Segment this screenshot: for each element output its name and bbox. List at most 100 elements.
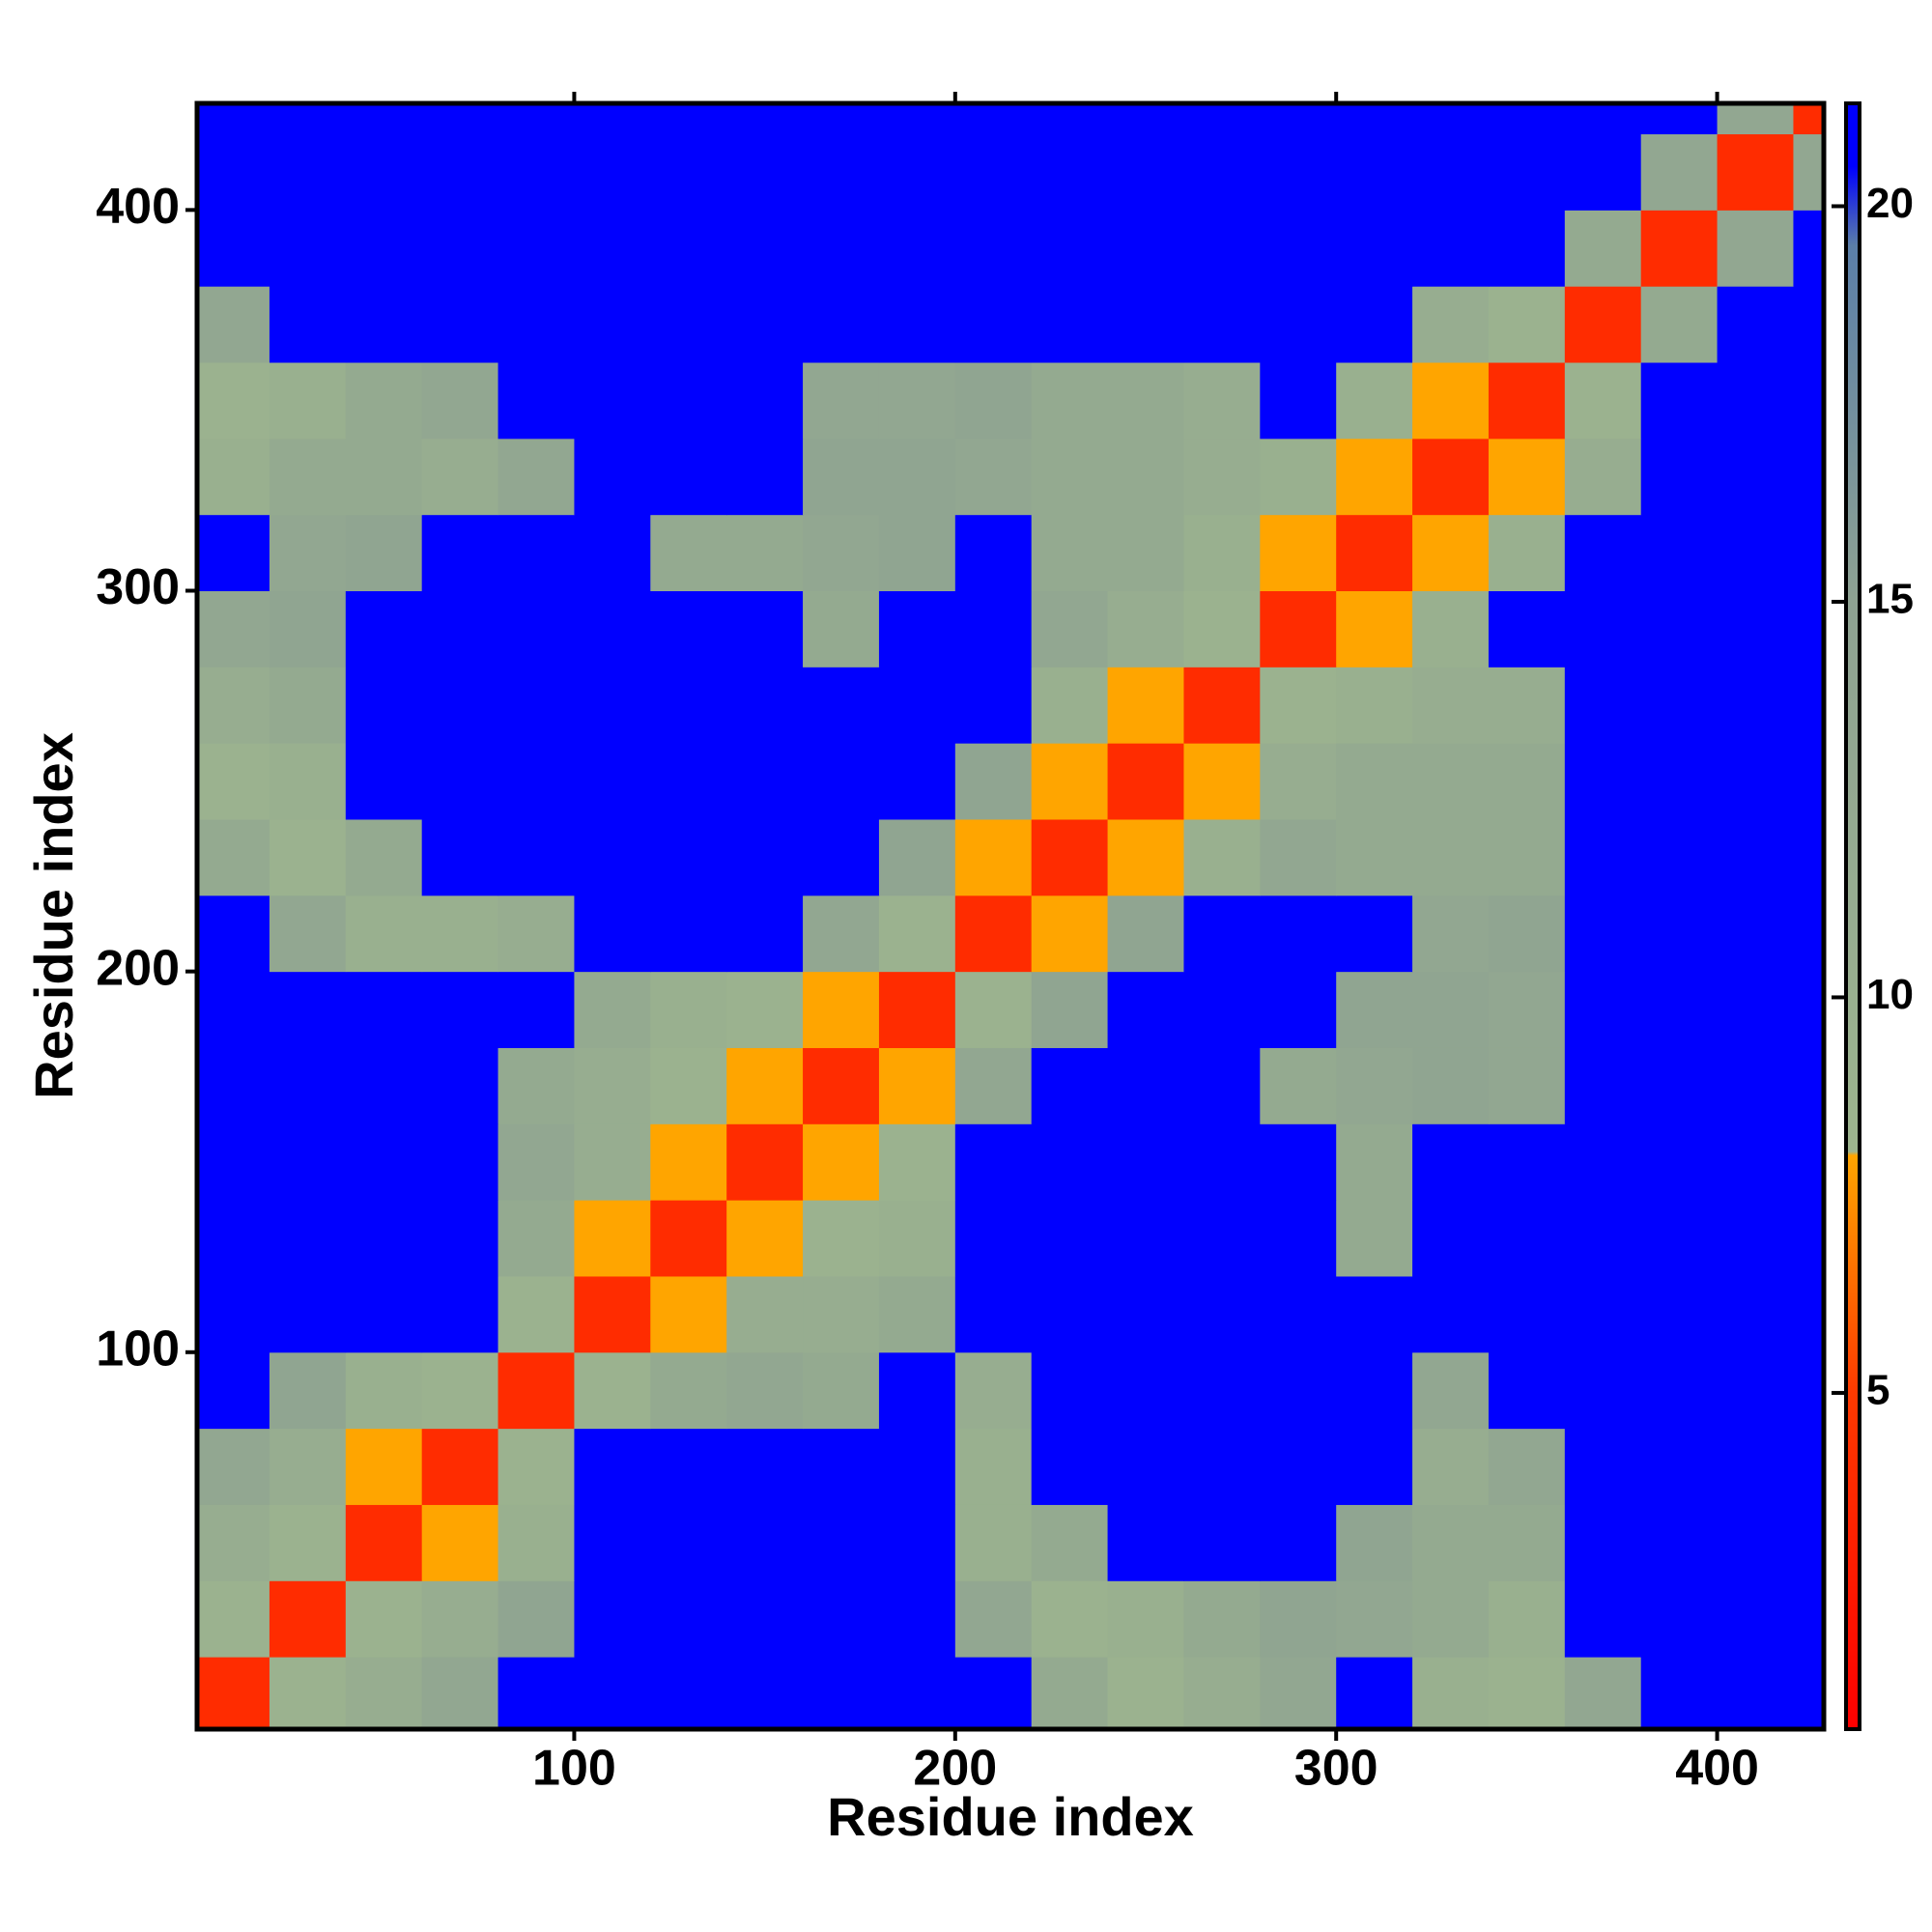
- heatmap-cell: [1564, 133, 1642, 211]
- heatmap-cell: [1107, 286, 1184, 363]
- y-axis-title: Residue index: [23, 732, 84, 1099]
- heatmap-cell: [726, 133, 804, 211]
- heatmap-cell: [1640, 971, 1719, 1048]
- heatmap-cell: [954, 895, 1033, 973]
- heatmap-cell: [1488, 362, 1566, 440]
- heatmap-cell: [1031, 1200, 1109, 1277]
- heatmap-cell: [1107, 1580, 1184, 1658]
- heatmap-cell: [497, 362, 575, 440]
- heatmap-cell: [1031, 1047, 1109, 1124]
- heatmap-cell: [803, 362, 880, 440]
- heatmap-cell: [421, 1428, 499, 1505]
- heatmap-cell: [497, 1351, 575, 1430]
- heatmap-cell: [726, 1275, 804, 1353]
- heatmap-cell: [1640, 438, 1719, 516]
- heatmap-cell: [1107, 1657, 1184, 1729]
- heatmap-cell: [1336, 1275, 1413, 1353]
- heatmap-cell: [497, 438, 575, 516]
- heatmap-cell: [197, 286, 270, 363]
- heatmap-cell: [1412, 590, 1490, 668]
- heatmap-cell: [650, 1580, 727, 1658]
- heatmap-cell: [1183, 1504, 1261, 1581]
- heatmap-cell: [650, 1428, 727, 1505]
- heatmap-cell: [1793, 743, 1824, 820]
- heatmap-cell: [954, 286, 1033, 363]
- heatmap-cell: [345, 590, 423, 668]
- heatmap-cell: [803, 1580, 880, 1658]
- heatmap-cell: [1031, 133, 1109, 211]
- heatmap-cell: [803, 971, 880, 1048]
- heatmap-cell: [421, 1351, 499, 1430]
- heatmap-cell: [345, 1504, 423, 1581]
- heatmap-cell: [650, 438, 727, 516]
- heatmap-cell: [1107, 895, 1184, 973]
- heatmap-cell: [650, 1657, 727, 1729]
- heatmap-cell: [1336, 1504, 1413, 1581]
- heatmap-cell: [803, 438, 880, 516]
- heatmap-cell: [878, 514, 956, 592]
- heatmap-cell: [954, 590, 1033, 668]
- heatmap-cell: [803, 1351, 880, 1430]
- heatmap-cell: [954, 1351, 1033, 1430]
- heatmap-cell: [1336, 667, 1413, 744]
- heatmap-cell: [574, 1428, 651, 1505]
- heatmap-cell: [1107, 103, 1184, 135]
- heatmap-cell: [1107, 1351, 1184, 1430]
- heatmap-cell: [574, 1123, 651, 1201]
- heatmap-cell: [1183, 895, 1261, 973]
- heatmap-cell: [1336, 103, 1413, 135]
- heatmap-cell: [1717, 1504, 1794, 1581]
- heatmap-cell: [1564, 1428, 1642, 1505]
- heatmap-cell: [878, 1351, 956, 1430]
- heatmap-cell: [1793, 818, 1824, 896]
- heatmap-cell: [574, 667, 651, 744]
- heatmap-cell: [574, 1200, 651, 1277]
- heatmap-cell: [197, 818, 270, 896]
- heatmap-cell: [878, 1047, 956, 1124]
- heatmap-cell: [1183, 1047, 1261, 1124]
- heatmap-cell: [1412, 1275, 1490, 1353]
- heatmap-cell: [1793, 286, 1824, 363]
- heatmap-cell: [803, 895, 880, 973]
- heatmap-cell: [1564, 1200, 1642, 1277]
- heatmap-cell: [1717, 103, 1794, 135]
- heatmap-cell: [1793, 1275, 1824, 1353]
- heatmap-cell: [269, 286, 347, 363]
- heatmap-cell: [1336, 286, 1413, 363]
- heatmap-cell: [345, 210, 423, 287]
- heatmap-cell: [574, 971, 651, 1048]
- heatmap-cell: [1793, 1047, 1824, 1124]
- heatmap-cell: [954, 971, 1033, 1048]
- heatmap-cell: [421, 286, 499, 363]
- heatmap-cell: [726, 103, 804, 135]
- heatmap-cell: [1488, 1275, 1566, 1353]
- heatmap: [197, 103, 1824, 1729]
- heatmap-cell: [421, 362, 499, 440]
- heatmap-cell: [345, 362, 423, 440]
- heatmap-cell: [1260, 362, 1337, 440]
- heatmap-cell: [497, 103, 575, 135]
- heatmap-cell: [1564, 818, 1642, 896]
- heatmap-cell: [497, 895, 575, 973]
- heatmap-cell: [1717, 667, 1794, 744]
- heatmap-cell: [1717, 1351, 1794, 1430]
- heatmap-cell: [650, 590, 727, 668]
- heatmap-cell: [497, 1275, 575, 1353]
- heatmap-cell: [1640, 133, 1719, 211]
- heatmap-cell: [878, 895, 956, 973]
- heatmap-cell: [1564, 895, 1642, 973]
- heatmap-cell: [345, 1200, 423, 1277]
- heatmap-cell: [1488, 210, 1566, 287]
- heatmap-cell: [497, 818, 575, 896]
- heatmap-cell: [650, 1200, 727, 1277]
- heatmap-cell: [1488, 1428, 1566, 1505]
- heatmap-cell: [803, 1123, 880, 1201]
- heatmap-cell: [1107, 438, 1184, 516]
- heatmap-cell: [1107, 1047, 1184, 1124]
- heatmap-cell: [345, 438, 423, 516]
- heatmap-cell: [421, 667, 499, 744]
- heatmap-cell: [269, 667, 347, 744]
- heatmap-cell: [726, 1047, 804, 1124]
- heatmap-cell: [1336, 1200, 1413, 1277]
- heatmap-cell: [1107, 1428, 1184, 1505]
